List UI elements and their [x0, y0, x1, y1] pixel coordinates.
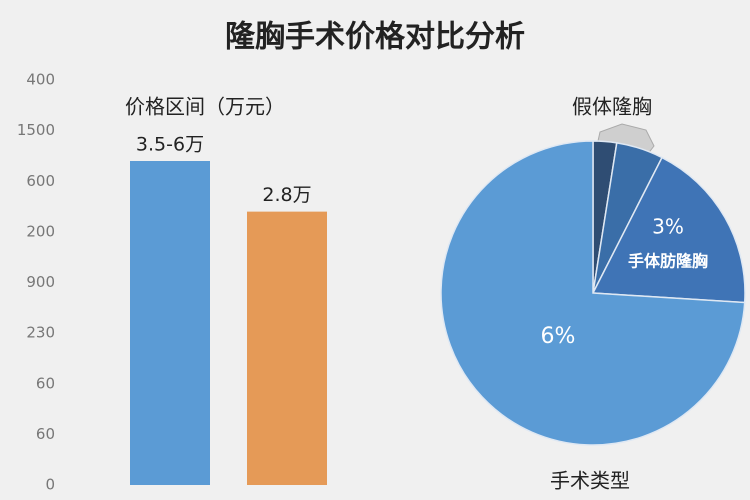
pie-slice — [440, 140, 746, 446]
y-tick-label: 200 — [26, 222, 55, 240]
y-tick-label: 60 — [36, 374, 55, 392]
bar — [130, 161, 210, 485]
y-tick-label: 1500 — [17, 121, 55, 139]
y-tick-label: 600 — [26, 172, 55, 190]
bar — [247, 211, 327, 485]
chart-title: 隆胸手术价格对比分析 — [225, 20, 525, 55]
y-tick-label: 900 — [26, 273, 55, 291]
slice-label: 假体隆胸 — [572, 95, 652, 119]
y-tick-label: 60 — [36, 425, 55, 443]
value-label: 3.5-6万 — [136, 134, 204, 156]
y-tick-label: 0 — [45, 476, 55, 494]
value-label: 3% — [652, 215, 684, 239]
bar-subtitle: 价格区间（万元） — [125, 95, 285, 119]
value-label: 2.8万 — [262, 184, 311, 206]
y-tick-label: 230 — [26, 324, 55, 342]
slice-label: 手体肪隆胸 — [628, 252, 708, 271]
value-label: 6% — [541, 324, 576, 349]
y-tick-label: 400 — [26, 71, 55, 89]
pie-slice — [591, 156, 746, 304]
pie-label: 手术类型 — [550, 469, 630, 493]
